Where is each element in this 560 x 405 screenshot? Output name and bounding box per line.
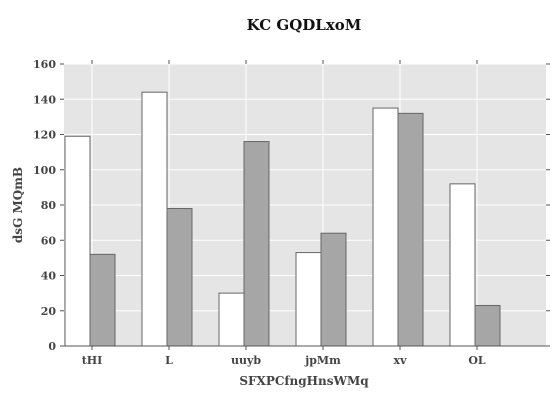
y-tick-label: 80 (41, 199, 57, 212)
x-tick-label: uuyb (231, 354, 261, 367)
x-tick-label: jpMm (304, 354, 341, 367)
bar-series-2 (474, 304, 501, 347)
x-tick-label: OL (468, 354, 486, 367)
y-tick-label: 0 (48, 340, 56, 353)
chart-title: KC GQDLxoM (247, 16, 362, 34)
bar-series-1 (218, 292, 245, 347)
y-axis-label: dsG MQmB (11, 167, 25, 243)
bar-series-2 (320, 232, 347, 347)
bar-series-1 (64, 135, 91, 347)
y-tick-label: 60 (41, 234, 57, 247)
x-tick-label: tHI (82, 354, 103, 367)
y-tick-label: 20 (41, 305, 57, 318)
bar-series-2 (397, 112, 424, 347)
x-tick-label: L (165, 354, 173, 367)
y-tick-label: 160 (33, 58, 56, 71)
y-tick-label: 100 (33, 164, 56, 177)
bar-series-1 (372, 107, 399, 347)
bar-series-2 (89, 253, 116, 347)
y-tick-label: 120 (33, 129, 56, 142)
bar-series-1 (449, 183, 476, 347)
x-tick-label: xv (394, 354, 408, 367)
bar-series-1 (295, 252, 322, 347)
bar-series-2 (166, 208, 193, 347)
bar-series-1 (141, 91, 168, 347)
y-tick-label: 40 (41, 270, 57, 283)
bars (64, 91, 501, 347)
y-tick-label: 140 (33, 93, 56, 106)
x-axis-label: SFXPCfngHnsWMq (239, 374, 369, 388)
bar-series-2 (243, 141, 270, 347)
